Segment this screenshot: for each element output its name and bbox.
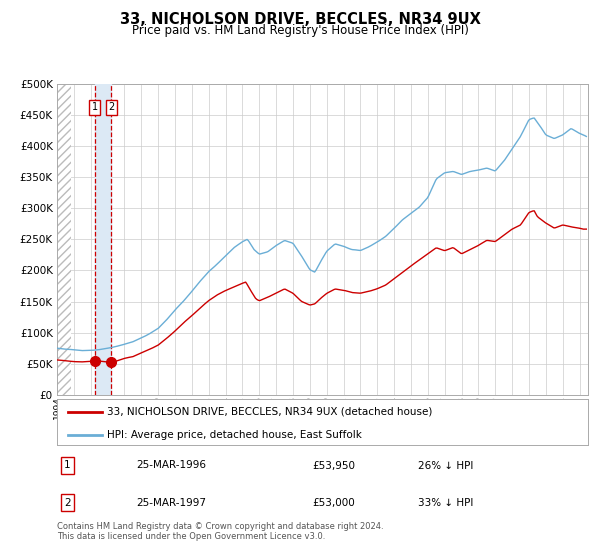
Text: £53,000: £53,000 xyxy=(312,498,355,507)
Text: 33% ↓ HPI: 33% ↓ HPI xyxy=(418,498,473,507)
Text: 1: 1 xyxy=(92,102,98,113)
Text: £53,950: £53,950 xyxy=(312,460,355,470)
Text: HPI: Average price, detached house, East Suffolk: HPI: Average price, detached house, East… xyxy=(107,430,362,440)
Bar xyxy=(57,84,71,395)
Text: 25-MAR-1997: 25-MAR-1997 xyxy=(137,498,206,507)
Text: Contains HM Land Registry data © Crown copyright and database right 2024.
This d: Contains HM Land Registry data © Crown c… xyxy=(57,522,383,542)
Bar xyxy=(57,84,71,395)
Text: 1: 1 xyxy=(64,460,71,470)
Text: Price paid vs. HM Land Registry's House Price Index (HPI): Price paid vs. HM Land Registry's House … xyxy=(131,24,469,37)
Text: 33, NICHOLSON DRIVE, BECCLES, NR34 9UX (detached house): 33, NICHOLSON DRIVE, BECCLES, NR34 9UX (… xyxy=(107,407,433,417)
Text: 2: 2 xyxy=(64,498,71,507)
Text: 25-MAR-1996: 25-MAR-1996 xyxy=(137,460,206,470)
Text: 26% ↓ HPI: 26% ↓ HPI xyxy=(418,460,473,470)
Bar xyxy=(95,84,112,395)
Text: 33, NICHOLSON DRIVE, BECCLES, NR34 9UX: 33, NICHOLSON DRIVE, BECCLES, NR34 9UX xyxy=(119,12,481,27)
Text: 2: 2 xyxy=(109,102,115,113)
